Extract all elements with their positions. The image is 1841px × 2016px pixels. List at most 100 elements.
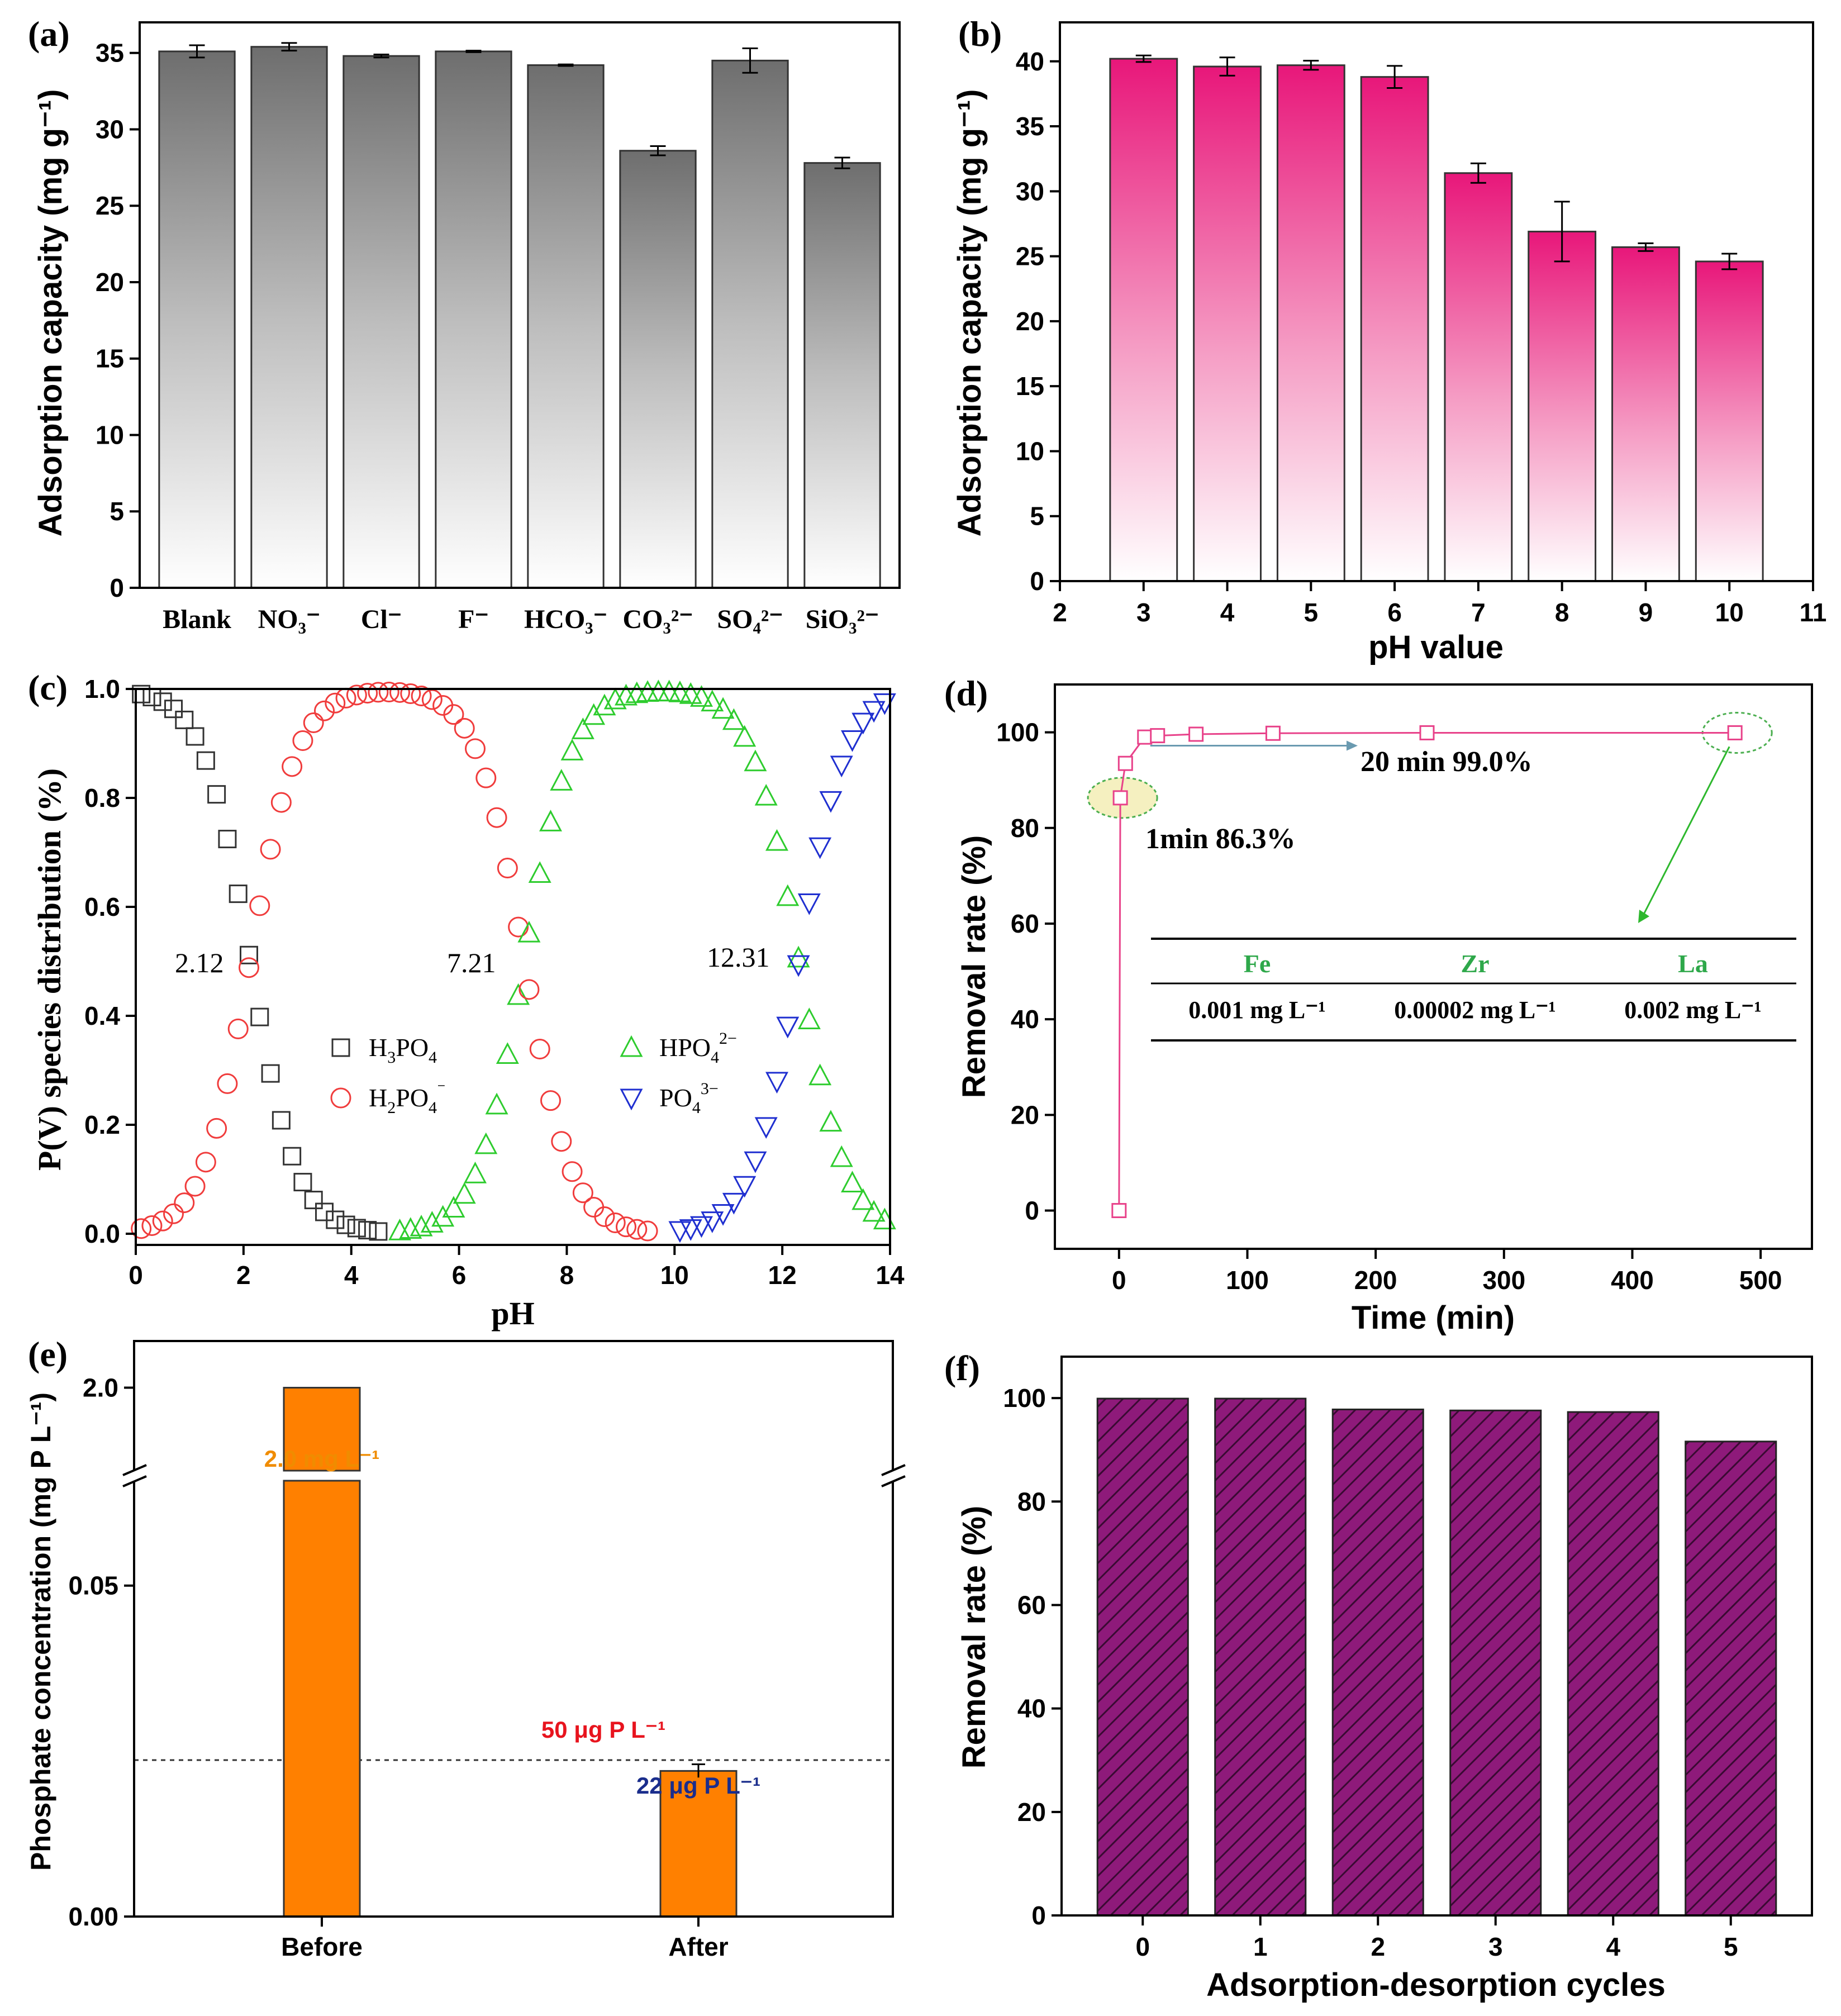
panel-b-y-axis-label: Adsorption capacity (mg g⁻¹) [952, 89, 988, 537]
bar-4 [1444, 172, 1513, 582]
point-H2PO4- [626, 1219, 648, 1240]
point-PO4 3- [830, 755, 853, 778]
point-H2PO4- [282, 756, 303, 777]
panel-b-bars [1109, 54, 1764, 582]
data-point [1112, 790, 1128, 806]
point-PO4 3- [808, 837, 832, 859]
panel-d-y-tick-label: 100 [996, 718, 1039, 747]
point-H3PO4 [283, 1147, 302, 1166]
panel-e-x-tick-label: Before [281, 1932, 363, 1961]
point-HPO4 2- [496, 1042, 519, 1064]
point-HPO4 2- [388, 1219, 411, 1240]
panel-d-table: Fe Zr La 0.001 mg L⁻¹ 0.00002 mg L⁻¹ 0.0… [1151, 938, 1796, 1042]
panel-b-label: (b) [958, 14, 1002, 54]
point-HPO4 2- [754, 783, 778, 806]
point-HPO4 2- [550, 769, 573, 791]
point-H2PO4- [249, 895, 270, 916]
panel-f-y-tick-label: 60 [1017, 1590, 1046, 1619]
point-H3PO4 [304, 1191, 323, 1210]
panel-b-x-tick-label: 5 [1304, 598, 1319, 627]
point-H2PO4- [497, 858, 518, 879]
panel-f-label: (f) [944, 1348, 980, 1388]
point-H2PO4- [540, 1090, 561, 1111]
point-HPO4 2- [873, 1207, 896, 1230]
panel-b-y-tick-label: 30 [1016, 177, 1044, 206]
panel-e: (e) 50 μg P L⁻¹ 2.0 mg L⁻¹ 22 μg P L⁻¹ 0… [25, 1334, 906, 1961]
point-HPO4 2- [711, 697, 735, 719]
panel-f-y-axis-label: Removal rate (%) [956, 1506, 992, 1769]
point-HPO4 2- [410, 1214, 433, 1237]
point-H3PO4 [272, 1111, 291, 1130]
panel-b-x-tick-label: 4 [1220, 598, 1235, 627]
point-H2PO4- [206, 1118, 227, 1139]
panel-b-y-tick-label: 10 [1016, 436, 1044, 465]
panel-f-y-ticks: 0 20 40 60 80 100 [1003, 1383, 1062, 1930]
point-H2PO4- [454, 717, 475, 739]
panel-d-y-axis-label: Removal rate (%) [956, 835, 992, 1099]
bar-7 [1695, 260, 1764, 582]
panel-f: (f) 0 20 40 60 80 100 0 1 2 3 4 5 Adsorption-desor… [944, 1348, 1813, 2003]
point-PO4 3- [797, 893, 821, 915]
panel-e-y-tick-label: 0.05 [68, 1571, 118, 1600]
point-HPO4 2- [453, 1182, 476, 1204]
point-H3PO4 [240, 945, 258, 964]
panel-f-x-axis-label: Adsorption-desorption cycles [1206, 1967, 1666, 2003]
panel-b-x-tick-label: 7 [1471, 598, 1486, 627]
point-HPO4 2- [485, 1092, 508, 1115]
point-H3PO4 [336, 1215, 355, 1234]
panel-b-x-tick-label: 6 [1387, 598, 1402, 627]
point-H2PO4- [368, 682, 389, 703]
panel-d-y-tick-label: 80 [1011, 814, 1039, 843]
panel-d-frame [1054, 683, 1813, 1250]
bar-1 [1214, 1397, 1307, 1917]
point-H3PO4 [196, 751, 215, 770]
panel-d-series [1111, 725, 1743, 1219]
point-H2PO4- [616, 1216, 636, 1238]
point-HPO4 2- [744, 749, 767, 772]
point-HPO4 2- [528, 861, 551, 883]
point-PO4 3- [851, 712, 875, 735]
point-HPO4 2- [808, 1063, 832, 1086]
legend-label: HPO42− [659, 1029, 737, 1067]
point-H2PO4- [239, 957, 259, 978]
bar-5 [1528, 230, 1597, 582]
panel-d-x-tick-label: 200 [1354, 1266, 1397, 1295]
panel-c-y-tick-label: 1.0 [84, 674, 120, 703]
panel-c-y-tick-label: 0.8 [84, 783, 120, 812]
panel-c-y-tick-label: 0.2 [84, 1110, 120, 1139]
table-value-la: 0.002 mg L⁻¹ [1624, 996, 1761, 1024]
point-H3PO4 [229, 885, 248, 904]
bar-6 [1611, 246, 1680, 582]
point-H2PO4- [389, 682, 410, 703]
arrow-table [1642, 746, 1730, 917]
bar-3 [1360, 76, 1429, 582]
point-HPO4 2- [593, 693, 616, 716]
panel-f-x-tick-label: 3 [1488, 1932, 1503, 1961]
point-H3PO4 [293, 1173, 312, 1192]
panel-a-y-ticks: 0 5 10 15 20 25 30 35 [96, 39, 140, 602]
panel-c-y-tick-label: 0.0 [84, 1219, 120, 1248]
panel-c-x-tick-label: 14 [876, 1261, 905, 1290]
point-PO4 3- [841, 730, 864, 752]
panel-c-y-tick-label: 0.6 [84, 892, 120, 921]
panel-e-y-tick-label: 0.00 [68, 1902, 118, 1931]
point-H2PO4- [443, 704, 464, 725]
point-H2PO4- [486, 807, 507, 828]
data-point [1111, 1203, 1127, 1219]
panel-f-y-tick-label: 0 [1031, 1901, 1046, 1930]
point-H2PO4- [270, 792, 292, 813]
category-label: HCO₃⁻ [524, 605, 607, 634]
point-HPO4 2- [442, 1196, 465, 1218]
point-PO4 3- [690, 1216, 713, 1238]
panel-d-y-tick-label: 20 [1011, 1100, 1039, 1129]
panel-b-y-tick-label: 35 [1016, 112, 1044, 141]
panel-c-x-tick-label: 0 [129, 1261, 143, 1290]
point-H2PO4- [572, 1182, 593, 1204]
panel-f-x-ticks: 0 1 2 3 4 5 [1135, 1915, 1738, 1961]
panel-b-y-tick-label: 20 [1016, 307, 1044, 336]
pka-label-3: 12.31 [707, 942, 770, 973]
panel-b-x-tick-label: 11 [1800, 598, 1827, 627]
annotation-20min: 20 min 99.0% [1360, 746, 1533, 778]
point-H2PO4- [465, 738, 486, 759]
